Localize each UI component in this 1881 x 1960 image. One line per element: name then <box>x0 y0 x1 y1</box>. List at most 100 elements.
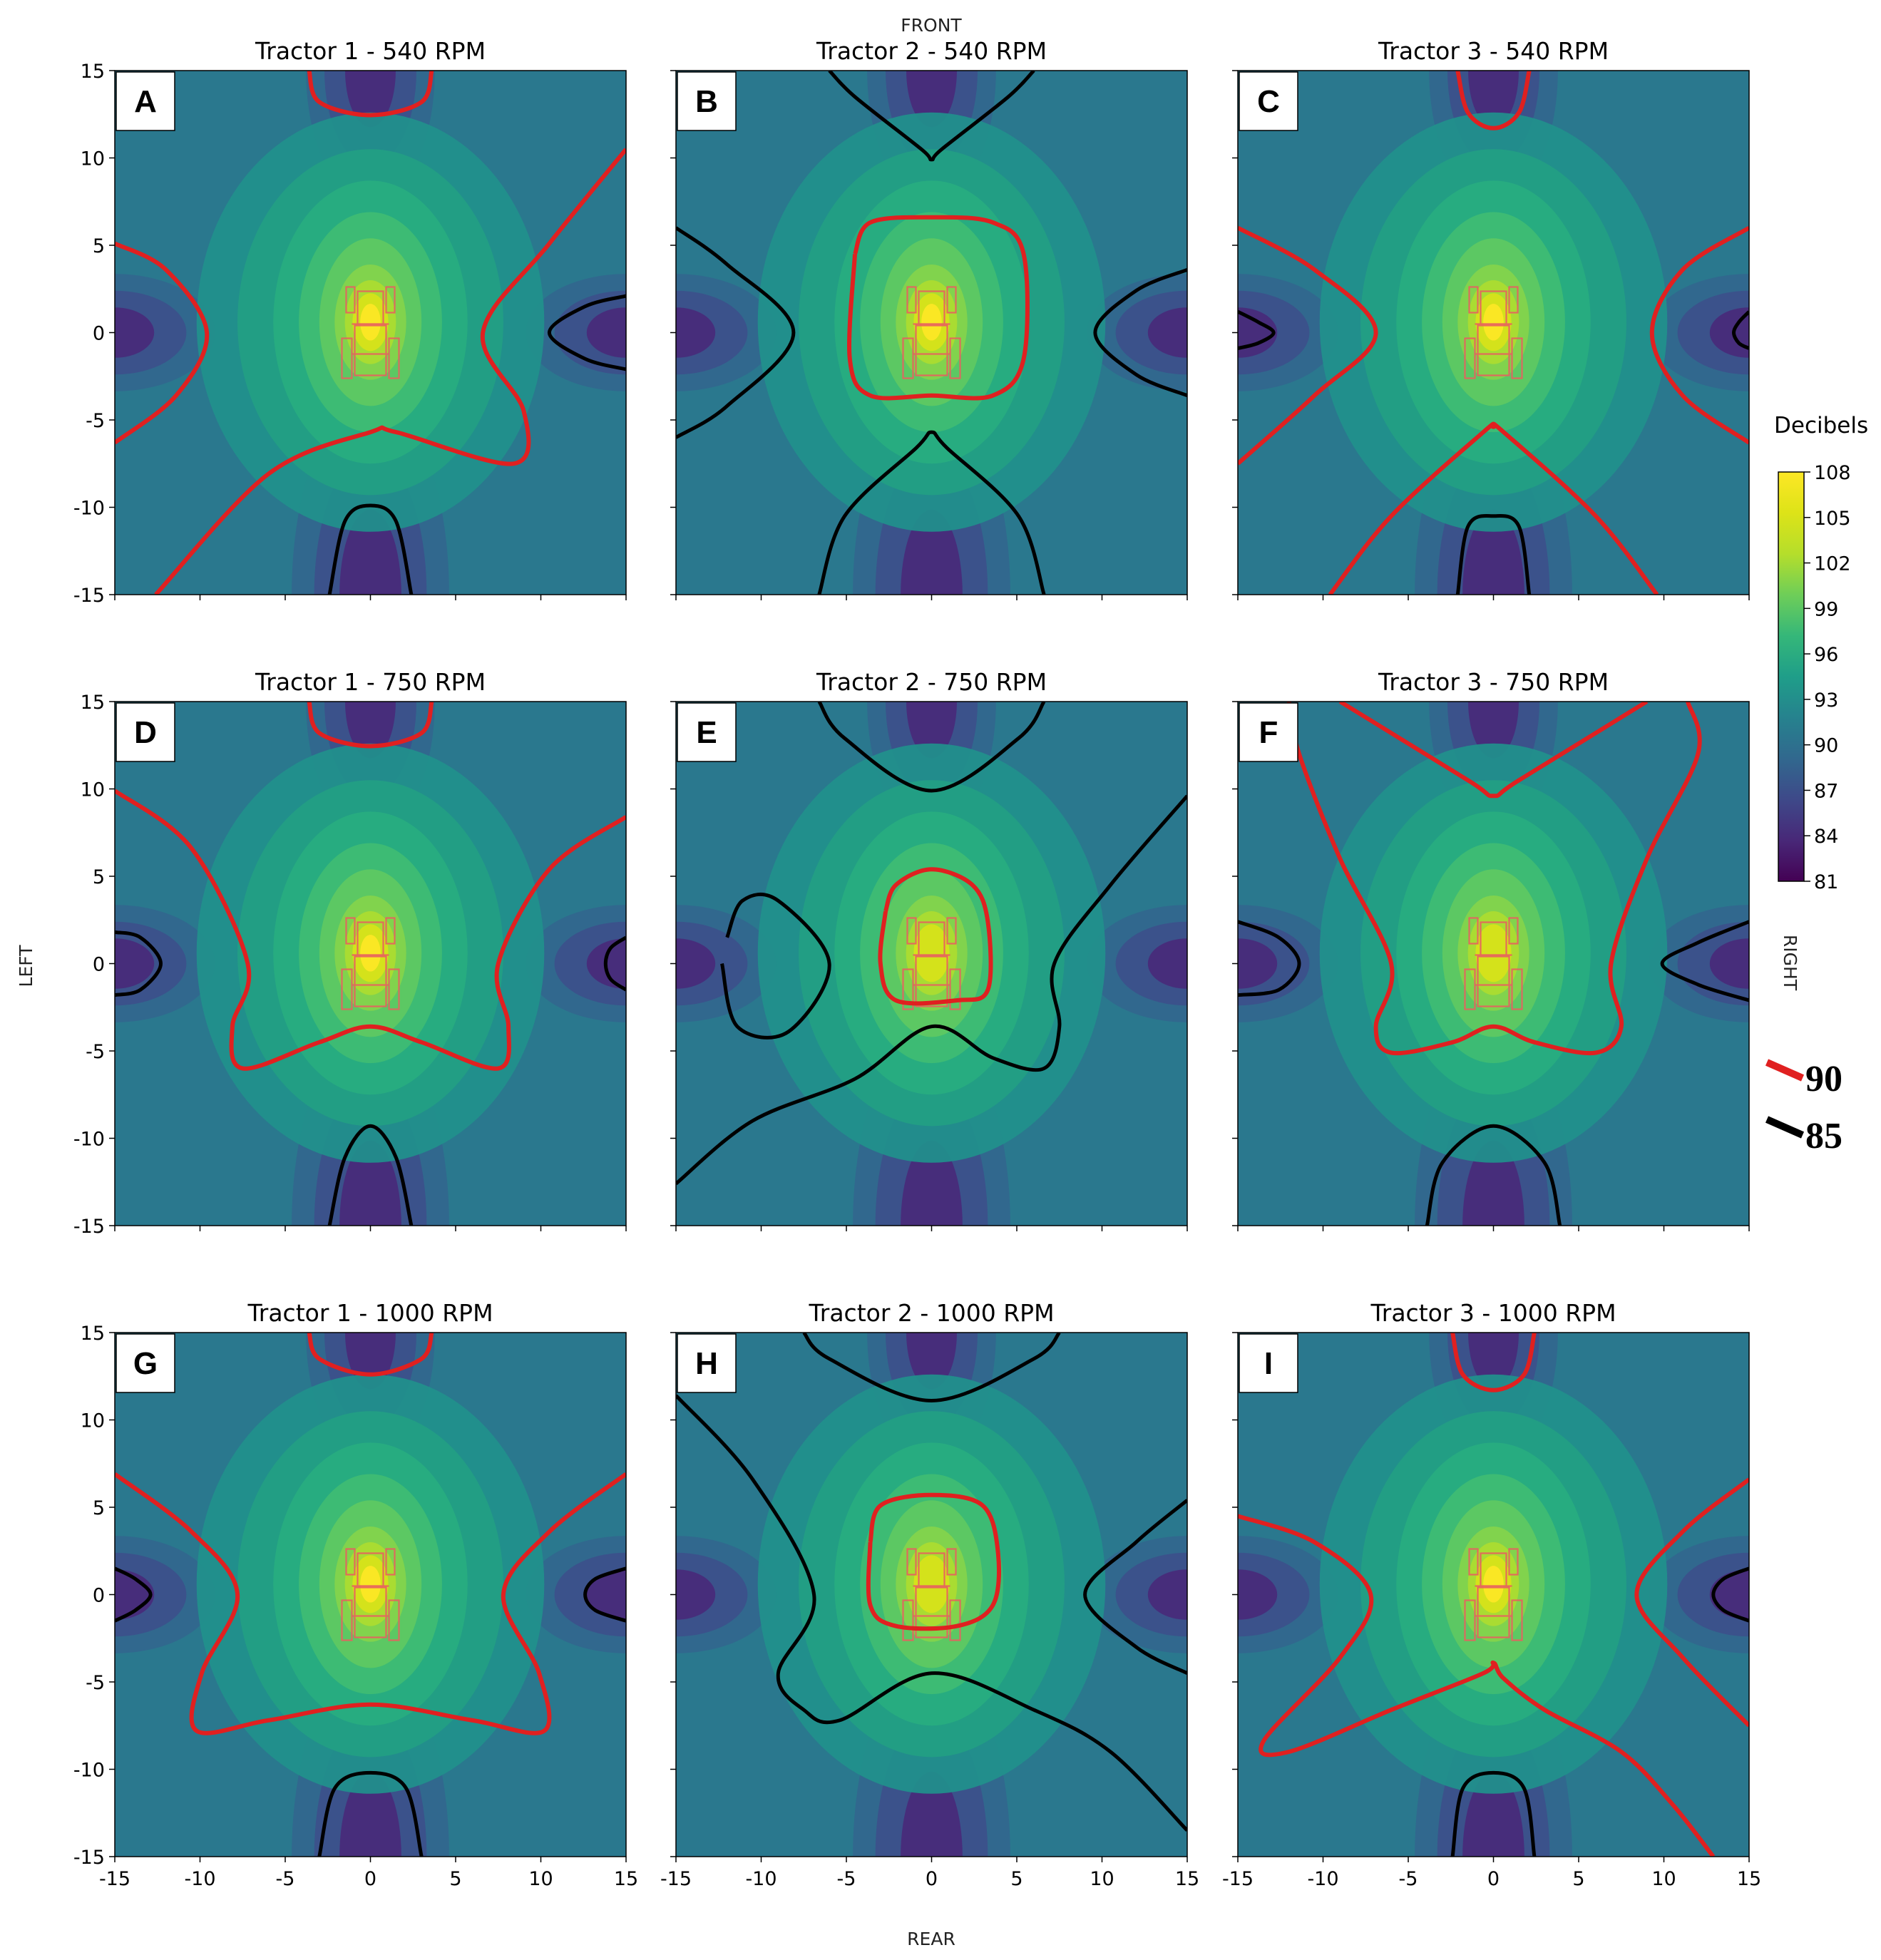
colorbar-tick-label: 84 <box>1814 826 1838 848</box>
low-lobe-core <box>586 307 626 358</box>
panel-title: Tractor 2 - 1000 RPM <box>808 1299 1054 1327</box>
contour-85 <box>1425 1124 1562 1226</box>
tractor-icon <box>1464 286 1523 379</box>
panel-C: C Tractor 3 - 540 RPM <box>1232 37 1750 600</box>
panel-letter-text: C <box>1257 84 1280 119</box>
contour-90 <box>846 215 1030 401</box>
tractor-icon <box>902 1548 961 1641</box>
contour-90 <box>307 1333 434 1377</box>
y-tick-label: 5 <box>93 235 105 257</box>
low-lobe-core <box>676 1569 716 1620</box>
panel-letter-text: I <box>1264 1346 1273 1381</box>
x-tick-label: -5 <box>276 1868 295 1890</box>
heatmap-field <box>115 1333 626 1857</box>
tractor-icon <box>341 917 400 1010</box>
x-tick-label: 5 <box>1010 1868 1022 1890</box>
panel-G: G Tractor 1 - 1000 RPM 15 10 5 0 -5 -10 -15-15 -1… <box>73 1299 638 1890</box>
heatmap-field <box>676 71 1187 595</box>
level-band <box>1483 1566 1504 1603</box>
contour-85 <box>676 226 796 439</box>
y-tick-label: 10 <box>81 779 105 801</box>
heatmap-field <box>1238 71 1749 595</box>
level-band <box>1475 924 1512 982</box>
x-tick-label: -5 <box>1399 1868 1418 1890</box>
colorbar-tick-label: 96 <box>1814 644 1838 666</box>
contour-85 <box>1711 1566 1749 1623</box>
low-lobe-core <box>676 938 716 989</box>
panel-letter: C <box>1239 71 1298 131</box>
y-tick-label: -10 <box>73 498 105 520</box>
tractor-icon <box>341 1548 400 1641</box>
panel-letter-text: A <box>134 84 157 119</box>
contour-85 <box>1238 309 1276 351</box>
panel-A: A Tractor 1 - 540 RPM 15 10 5 0 -5 -10 -15 <box>73 37 627 607</box>
contour-90 <box>1338 702 1649 799</box>
level-band <box>360 935 381 972</box>
x-tick-label: 5 <box>1572 1868 1584 1890</box>
low-lobe-core <box>115 938 155 989</box>
contour-90 <box>1649 225 1749 445</box>
contour-90 <box>1450 1333 1537 1392</box>
legend-label: 85 <box>1805 1116 1842 1156</box>
low-lobe-core <box>1238 938 1278 989</box>
low-lobe-core <box>906 702 957 759</box>
panel-letter: D <box>116 702 175 762</box>
contour-85 <box>1093 267 1187 398</box>
contour-90 <box>115 1472 626 1735</box>
panel-title: Tractor 2 - 750 RPM <box>816 668 1047 696</box>
contour-85 <box>317 1770 424 1857</box>
low-lobe-core <box>1147 307 1187 358</box>
low-lobe-core <box>1462 1140 1524 1226</box>
contour-90 <box>307 702 434 749</box>
x-tick-label: -15 <box>660 1868 692 1890</box>
low-lobe-core <box>115 307 155 358</box>
panel-letter: H <box>677 1333 737 1393</box>
x-tick-label: 0 <box>364 1868 376 1890</box>
contour-85 <box>1455 514 1532 595</box>
legend-item-85: 85 <box>1765 1116 1842 1156</box>
contour-85 <box>802 1333 1061 1403</box>
contour-90 <box>1238 1514 1716 1857</box>
rear-label: REAR <box>907 1929 955 1949</box>
y-tick-label: 15 <box>81 692 105 714</box>
low-lobe-core <box>586 1569 626 1620</box>
y-tick-label: 5 <box>93 866 105 888</box>
low-lobe-core <box>676 307 716 358</box>
contour-85 <box>720 893 831 1040</box>
low-lobe-core <box>1468 1333 1519 1390</box>
y-tick-label: 0 <box>93 1585 105 1607</box>
level-band <box>913 1555 950 1613</box>
front-label: FRONT <box>901 15 962 36</box>
contour-85 <box>817 430 1046 595</box>
panel-letter-text: F <box>1259 715 1278 750</box>
x-tick-label: -10 <box>184 1868 215 1890</box>
low-lobe-core <box>1147 1569 1187 1620</box>
level-band <box>921 304 942 341</box>
tractor-icon <box>902 917 961 1010</box>
level-band <box>913 924 950 982</box>
contour-90 <box>878 867 993 1006</box>
y-tick-label: -15 <box>73 1847 105 1869</box>
contour-85 <box>1731 310 1749 350</box>
panel-letter-text: G <box>133 1346 158 1381</box>
low-lobe-core <box>115 1569 155 1620</box>
y-tick-label: -10 <box>73 1760 105 1782</box>
left-label: LEFT <box>16 945 36 987</box>
colorbar-tick-label: 81 <box>1814 871 1838 893</box>
panel-title: Tractor 1 - 540 RPM <box>255 37 486 65</box>
low-lobe-core <box>339 509 401 595</box>
panel-B: B Tractor 2 - 540 RPM <box>670 37 1188 600</box>
panel-letter-text: B <box>695 84 718 119</box>
colorbar-tick-label: 105 <box>1814 508 1851 530</box>
contour-90 <box>1328 421 1659 595</box>
y-tick-label: 0 <box>93 954 105 976</box>
contour-90 <box>1238 225 1378 466</box>
panel-letter: I <box>1239 1333 1298 1393</box>
panel-I: I Tractor 3 - 1000 RPM -15 -10 -5 0 5 10 15 <box>1222 1299 1761 1890</box>
level-band <box>360 304 381 341</box>
x-tick-label: -15 <box>1222 1868 1254 1890</box>
heatmap-field <box>115 71 626 595</box>
low-lobe-core <box>1468 71 1519 128</box>
low-lobe-core <box>901 1771 963 1857</box>
tractor-icon <box>1464 1548 1523 1641</box>
